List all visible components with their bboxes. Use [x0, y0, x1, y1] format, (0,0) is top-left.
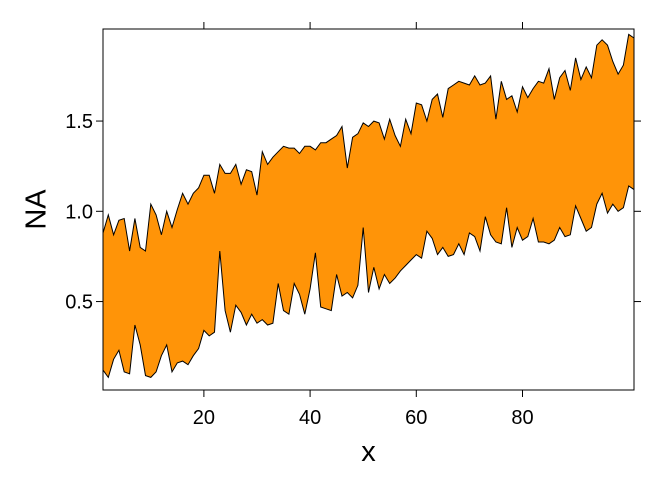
y-axis-title: NA [21, 189, 53, 230]
x-tick-label: 80 [511, 407, 533, 429]
band-area [103, 34, 634, 378]
y-tick-label: 1.5 [65, 111, 93, 133]
y-tick-label: 0.5 [65, 292, 93, 314]
tick-layer: 20 40 60 80 0.5 1.0 1.5 [65, 22, 641, 429]
lower-line [102, 185, 635, 379]
x-tick-label: 20 [193, 407, 215, 429]
x-axis-title: x [361, 436, 376, 468]
plot-frame-layer [102, 28, 635, 391]
x-tick-label: 40 [299, 407, 321, 429]
y-tick-label: 1.0 [65, 201, 93, 223]
plot-frame [102, 28, 635, 391]
area-layer [102, 33, 635, 379]
x-tick-label: 60 [405, 407, 427, 429]
upper-line [102, 33, 635, 252]
